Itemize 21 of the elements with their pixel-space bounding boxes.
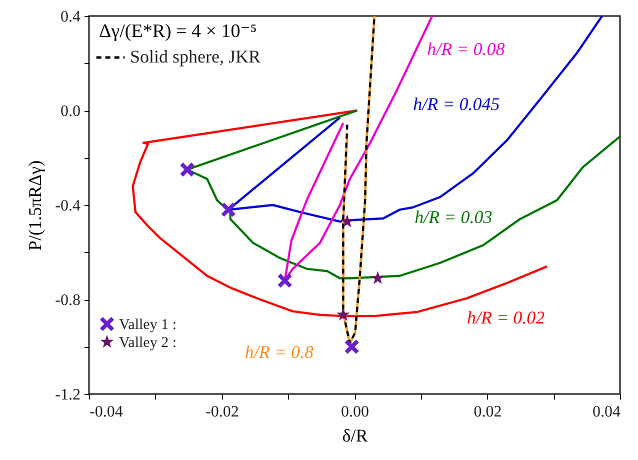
y-tick-label: -1.2 xyxy=(55,386,80,404)
y-tick-label: 0.4 xyxy=(60,8,80,26)
legend-label: Valley 1 : xyxy=(119,317,176,333)
x-tick-label: -0.02 xyxy=(206,404,239,420)
series-label: h/R = 0.03 xyxy=(414,206,492,227)
series-label: h/R = 0.8 xyxy=(244,342,314,362)
series-label: h/R = 0.02 xyxy=(466,307,545,328)
legend-label: Valley 2 : xyxy=(119,335,176,351)
annotation: Δγ/(E*R) = 4 × 10⁻⁵ xyxy=(99,21,257,42)
x-tick-label: 0.04 xyxy=(592,404,620,420)
x-axis-title: δ/R xyxy=(342,426,368,446)
x-tick-label: 0.02 xyxy=(474,404,502,420)
series-label: h/R = 0.045 xyxy=(413,94,500,114)
legend-label: Solid sphere, JKR xyxy=(130,46,260,66)
x-tick-label: -0.04 xyxy=(90,404,123,420)
y-tick-label: 0.0 xyxy=(60,103,80,120)
y-tick-label: -0.8 xyxy=(55,292,80,309)
y-axis-title: P/(1.5πRΔγ) xyxy=(25,160,46,251)
series-label: h/R = 0.08 xyxy=(427,39,505,59)
y-tick-label: -0.4 xyxy=(55,198,80,214)
x-tick-label: 0.00 xyxy=(341,404,369,420)
